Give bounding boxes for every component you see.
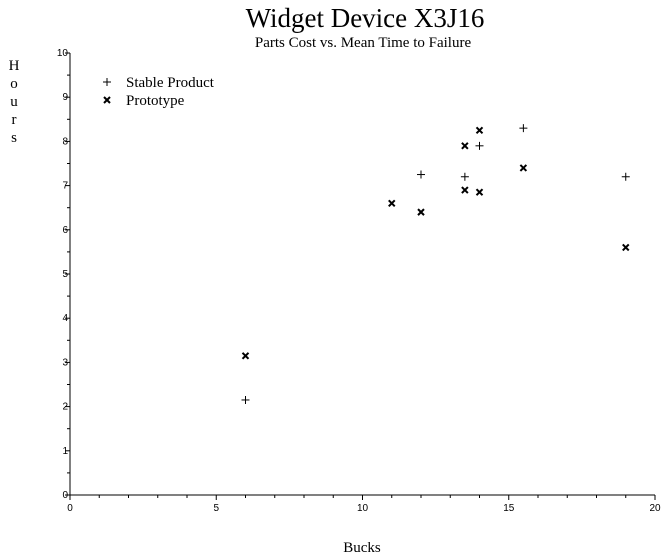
point-stable-product bbox=[241, 395, 250, 404]
legend-marker-cross bbox=[103, 96, 111, 104]
axes bbox=[69, 53, 655, 496]
y-tick-label: 4 bbox=[62, 313, 68, 324]
y-tick-label: 5 bbox=[62, 269, 68, 280]
cross-marker-b bbox=[103, 96, 111, 104]
y-axis-label-char: o bbox=[10, 76, 18, 92]
y-axis-label-char: s bbox=[11, 130, 17, 146]
x-tick-label: 0 bbox=[67, 503, 73, 514]
y-tick-label: 0 bbox=[62, 490, 68, 501]
cross-marker-b bbox=[417, 208, 425, 216]
y-axis-label-char: r bbox=[12, 112, 17, 128]
legend-label-stable-product: Stable Product bbox=[126, 75, 215, 91]
point-prototype bbox=[475, 188, 484, 196]
point-stable-product bbox=[621, 172, 630, 181]
y-tick-label: 10 bbox=[57, 48, 69, 59]
point-prototype bbox=[519, 164, 528, 172]
cross-marker-b bbox=[475, 188, 484, 196]
data-points bbox=[241, 124, 630, 404]
cross-marker-b bbox=[461, 142, 469, 150]
cross-marker-b bbox=[388, 199, 396, 207]
x-tick-label: 20 bbox=[649, 503, 661, 514]
point-prototype bbox=[622, 243, 630, 252]
legend-entry-stable-product: Stable Product bbox=[103, 75, 215, 91]
point-prototype bbox=[461, 142, 469, 150]
y-tick-label: 3 bbox=[62, 357, 68, 368]
y-tick-label: 6 bbox=[62, 225, 68, 236]
cross-marker-b bbox=[241, 352, 250, 360]
x-tick-label: 15 bbox=[503, 503, 515, 514]
y-axis-label-char: u bbox=[10, 94, 18, 110]
legend-plus-glyph bbox=[103, 78, 111, 86]
chart-subtitle: Parts Cost vs. Mean Time to Failure bbox=[255, 35, 472, 51]
point-prototype bbox=[475, 126, 484, 135]
legend-cross-glyph bbox=[103, 96, 111, 104]
x-tick-label: 10 bbox=[357, 503, 369, 514]
cross-marker-b bbox=[519, 164, 528, 172]
cross-marker-b bbox=[622, 243, 630, 252]
x-axis-label: Bucks bbox=[343, 540, 381, 556]
point-prototype bbox=[461, 186, 469, 194]
y-tick-label: 9 bbox=[62, 92, 68, 103]
legend-entry-prototype: Prototype bbox=[103, 93, 185, 109]
point-prototype bbox=[388, 199, 396, 207]
axis-ticks: 0 1 2 3 4 5 6 7 8 9 10 0 5 10 15 20 bbox=[57, 48, 661, 514]
point-stable-product bbox=[417, 170, 425, 179]
point-stable-product bbox=[475, 141, 484, 150]
point-prototype bbox=[241, 352, 250, 360]
y-axis-label-char: H bbox=[9, 58, 20, 74]
point-prototype bbox=[417, 208, 425, 216]
legend-marker-plus bbox=[103, 78, 111, 86]
y-tick-label: 8 bbox=[62, 136, 68, 147]
cross-marker-b bbox=[475, 126, 484, 135]
cross-marker-b bbox=[461, 186, 469, 194]
legend-label-prototype: Prototype bbox=[126, 93, 185, 109]
y-tick-label: 7 bbox=[62, 181, 68, 192]
point-stable-product bbox=[460, 172, 469, 181]
point-stable-product bbox=[519, 124, 528, 133]
y-tick-label: 2 bbox=[62, 402, 68, 413]
x-tick-label: 5 bbox=[213, 503, 219, 514]
chart-title: Widget Device X3J16 bbox=[246, 3, 485, 33]
y-tick-label: 1 bbox=[62, 446, 68, 457]
legend: Stable Product Prototype bbox=[103, 75, 215, 109]
